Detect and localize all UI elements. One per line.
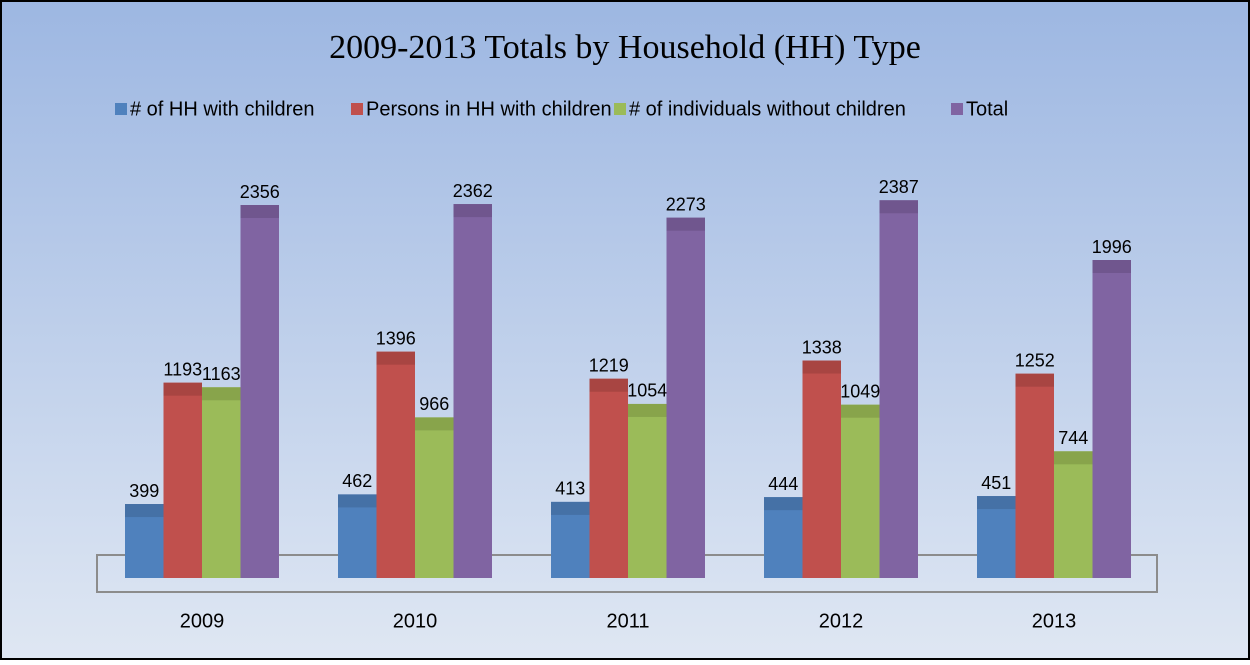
x-tick-label: 2010 <box>393 610 438 632</box>
bar <box>415 417 454 578</box>
bar <box>1015 373 1054 578</box>
bar <box>764 497 803 578</box>
bar-cap <box>1054 451 1093 465</box>
legend-label: Total <box>966 98 1008 120</box>
value-label: 1219 <box>589 355 629 375</box>
x-tick-label: 2011 <box>606 610 649 632</box>
x-tick-label: 2009 <box>180 610 225 632</box>
value-label: 1163 <box>202 364 241 384</box>
bar <box>240 205 279 578</box>
bar-cap <box>977 496 1016 510</box>
bar <box>879 200 918 578</box>
legend-swatch <box>614 103 626 115</box>
bar-cap <box>666 217 705 231</box>
legend-swatch <box>951 103 963 115</box>
value-label: 444 <box>768 474 798 494</box>
bar <box>589 378 628 578</box>
bar-cap <box>240 205 279 219</box>
bar-cap <box>628 403 667 417</box>
bar <box>453 204 492 578</box>
bar <box>1092 260 1131 578</box>
bar-cap <box>376 351 415 365</box>
value-label: 399 <box>129 481 159 501</box>
bar <box>841 404 880 578</box>
value-label: 1193 <box>163 359 202 379</box>
bar <box>376 351 415 578</box>
value-label: 462 <box>342 471 372 491</box>
x-tick-label: 2012 <box>819 610 864 632</box>
bar-cap <box>125 504 164 518</box>
legend-swatch <box>351 103 363 115</box>
value-label: 1252 <box>1015 350 1055 370</box>
legend-label: # of HH with children <box>130 98 315 120</box>
legend-swatch <box>115 103 127 115</box>
legend-label: # of individuals without children <box>629 98 906 120</box>
bar-cap <box>202 387 241 401</box>
bar-cap <box>802 360 841 374</box>
bar <box>163 382 202 578</box>
bar-cap <box>453 204 492 218</box>
bar <box>628 403 667 578</box>
value-label: 1396 <box>376 328 416 348</box>
legend-label: Persons in HH with children <box>366 98 612 120</box>
value-label: 966 <box>419 394 449 414</box>
value-label: 451 <box>981 473 1011 493</box>
value-label: 2362 <box>453 181 493 201</box>
bar-cap <box>879 200 918 214</box>
value-label: 744 <box>1058 428 1088 448</box>
bar <box>338 494 377 578</box>
bar <box>802 360 841 578</box>
chart-title: 2009-2013 Totals by Household (HH) Type <box>329 29 921 66</box>
bar-cap <box>589 378 628 392</box>
bar-cap <box>1092 260 1131 274</box>
value-label: 1049 <box>840 381 880 401</box>
bar-cap <box>163 382 202 396</box>
bar-cap <box>764 497 803 511</box>
bar <box>666 217 705 578</box>
value-label: 1996 <box>1092 237 1132 257</box>
x-tick-label: 2013 <box>1032 610 1077 632</box>
bar-cap <box>551 501 590 515</box>
bar <box>202 387 241 578</box>
value-label: 1054 <box>627 381 667 401</box>
bar <box>1054 451 1093 578</box>
plot: # of HH with children Persons in HH with … <box>115 98 1132 632</box>
bar-cap <box>415 417 454 431</box>
bar-cap <box>338 494 377 508</box>
value-label: 1338 <box>802 337 842 357</box>
value-label: 2273 <box>666 194 706 214</box>
bar-cap <box>1015 373 1054 387</box>
value-label: 2387 <box>879 177 919 197</box>
value-label: 413 <box>555 479 585 499</box>
value-label: 2356 <box>240 182 280 202</box>
bar <box>977 496 1016 578</box>
bar-cap <box>841 404 880 418</box>
